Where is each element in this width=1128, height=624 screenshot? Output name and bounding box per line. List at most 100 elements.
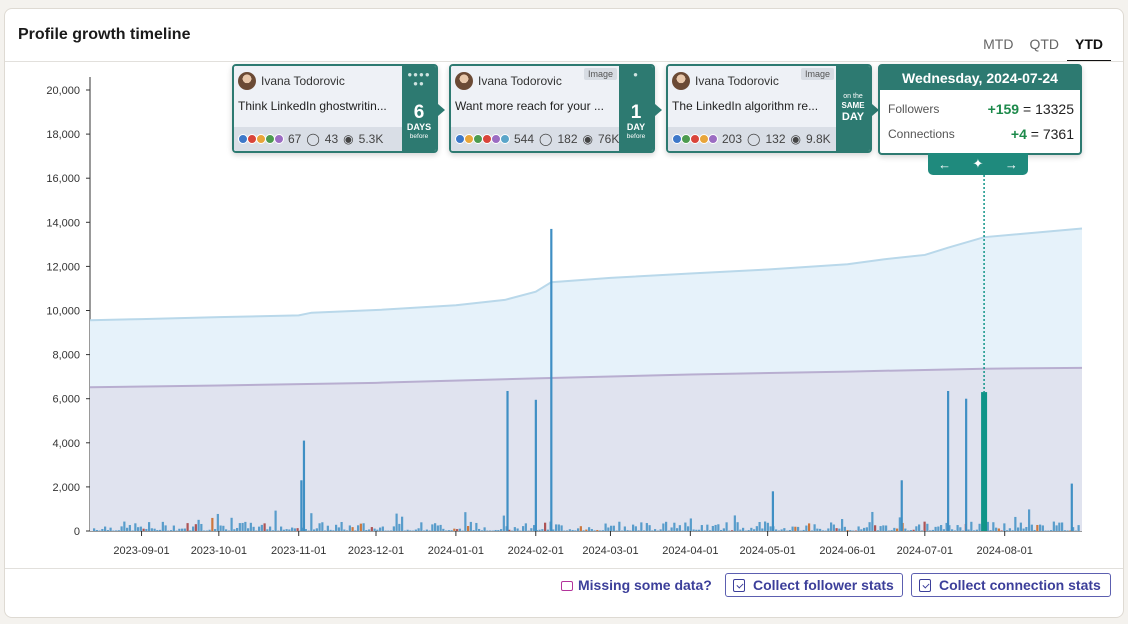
daily-bar xyxy=(678,525,681,531)
daily-bar xyxy=(117,530,120,531)
spike-bar xyxy=(900,480,903,531)
daily-bar xyxy=(293,528,296,531)
daily-bar xyxy=(480,530,483,531)
daily-bar xyxy=(659,529,662,531)
daily-bar xyxy=(280,526,283,531)
daily-bar xyxy=(945,522,948,531)
post-author-name: Ivana Todorovic xyxy=(261,74,345,88)
daily-bar xyxy=(882,525,885,531)
daily-bar xyxy=(1063,530,1066,531)
daily-bar xyxy=(640,522,643,531)
timing-unit: DAY xyxy=(626,122,646,132)
post-card-2[interactable]: Ivana Todorovic Image Want more reach fo… xyxy=(449,64,655,153)
post-card-1[interactable]: Ivana Todorovic Think LinkedIn ghostwrit… xyxy=(232,64,438,153)
daily-bar xyxy=(689,518,692,531)
daily-bar xyxy=(838,528,841,531)
daily-bar xyxy=(123,521,126,531)
daily-bar xyxy=(1025,527,1028,531)
y-tick-label: 4,000 xyxy=(52,438,80,450)
daily-bar xyxy=(395,513,398,531)
daily-bar xyxy=(890,530,893,531)
daily-bar xyxy=(766,522,769,531)
daily-bar xyxy=(632,524,635,531)
period-tabs: MTD QTD YTD xyxy=(975,33,1111,62)
daily-bar xyxy=(821,530,824,531)
reaction-count: 67 xyxy=(288,132,302,146)
daily-bar xyxy=(942,529,945,531)
daily-bar xyxy=(566,530,569,531)
daily-bar xyxy=(483,527,486,531)
daily-bar xyxy=(986,521,989,531)
daily-bar xyxy=(1077,525,1080,531)
daily-bar xyxy=(711,525,714,531)
missing-data-link[interactable]: Missing some data? xyxy=(561,577,712,593)
daily-bar xyxy=(106,530,109,531)
daily-bar xyxy=(1019,522,1022,531)
pin-icon[interactable]: ✦ xyxy=(972,156,984,171)
daily-bar xyxy=(808,523,811,531)
daily-bar xyxy=(208,529,211,531)
eye-icon: ◉ xyxy=(582,132,593,146)
daily-bar xyxy=(612,525,615,531)
arrow-right-icon[interactable]: → xyxy=(1004,156,1018,172)
daily-bar xyxy=(236,527,239,531)
daily-bar xyxy=(145,528,148,531)
daily-bar xyxy=(101,528,104,531)
daily-bar xyxy=(684,522,687,531)
daily-bar xyxy=(725,522,728,531)
daily-bar xyxy=(1041,525,1044,531)
daily-bar xyxy=(791,526,794,531)
collect-connection-button[interactable]: Collect connection stats xyxy=(911,573,1111,597)
daily-bar xyxy=(373,528,376,531)
missing-data-label: Missing some data? xyxy=(578,577,712,593)
daily-bar xyxy=(241,522,244,531)
daily-bar xyxy=(225,529,228,531)
daily-bar xyxy=(654,529,657,531)
daily-bar xyxy=(802,529,805,531)
y-tick-label: 8,000 xyxy=(52,350,80,362)
view-count: 76K xyxy=(597,132,620,146)
daily-bar xyxy=(940,525,943,531)
daily-bar xyxy=(313,529,316,531)
daily-bar xyxy=(937,526,940,531)
daily-bar xyxy=(472,530,475,531)
post-stats: 544 ◯ 182 ◉ 76K xyxy=(451,127,619,151)
arrow-left-icon[interactable]: ← xyxy=(938,156,952,172)
daily-bar xyxy=(832,524,835,531)
daily-bar xyxy=(249,522,252,531)
y-tick-label: 0 xyxy=(74,526,80,538)
dots-icon: ● xyxy=(633,70,639,79)
daily-bar xyxy=(599,530,602,531)
tab-qtd[interactable]: QTD xyxy=(1029,36,1059,52)
daily-bar xyxy=(841,519,844,531)
connections-delta: +4 xyxy=(1010,126,1027,142)
daily-bar xyxy=(1003,523,1006,531)
daily-bar xyxy=(607,527,610,531)
header-divider xyxy=(5,61,1123,62)
reaction-count: 203 xyxy=(722,132,743,146)
daily-bar xyxy=(381,526,384,531)
eye-icon: ◉ xyxy=(343,132,354,146)
collect-follower-button[interactable]: Collect follower stats xyxy=(725,573,903,597)
avatar xyxy=(672,72,690,90)
daily-bar xyxy=(780,529,783,531)
daily-bar xyxy=(560,525,563,531)
daily-bar xyxy=(629,530,632,531)
tab-mtd[interactable]: MTD xyxy=(983,36,1014,52)
daily-bar xyxy=(827,528,830,531)
reaction-count: 544 xyxy=(514,132,535,146)
daily-bar xyxy=(398,523,401,531)
reactions-icon xyxy=(672,134,718,144)
daily-bar xyxy=(456,529,459,531)
daily-bar xyxy=(876,530,879,531)
timing-sub: before xyxy=(626,133,646,140)
daily-bar xyxy=(318,523,321,531)
comment-count: 182 xyxy=(557,132,578,146)
daily-bar xyxy=(434,523,437,531)
avatar xyxy=(455,72,473,90)
daily-bar xyxy=(420,522,423,531)
connections-area xyxy=(90,367,1082,531)
daily-bar xyxy=(868,522,871,531)
post-card-3[interactable]: Ivana Todorovic Image The LinkedIn algor… xyxy=(666,64,872,153)
